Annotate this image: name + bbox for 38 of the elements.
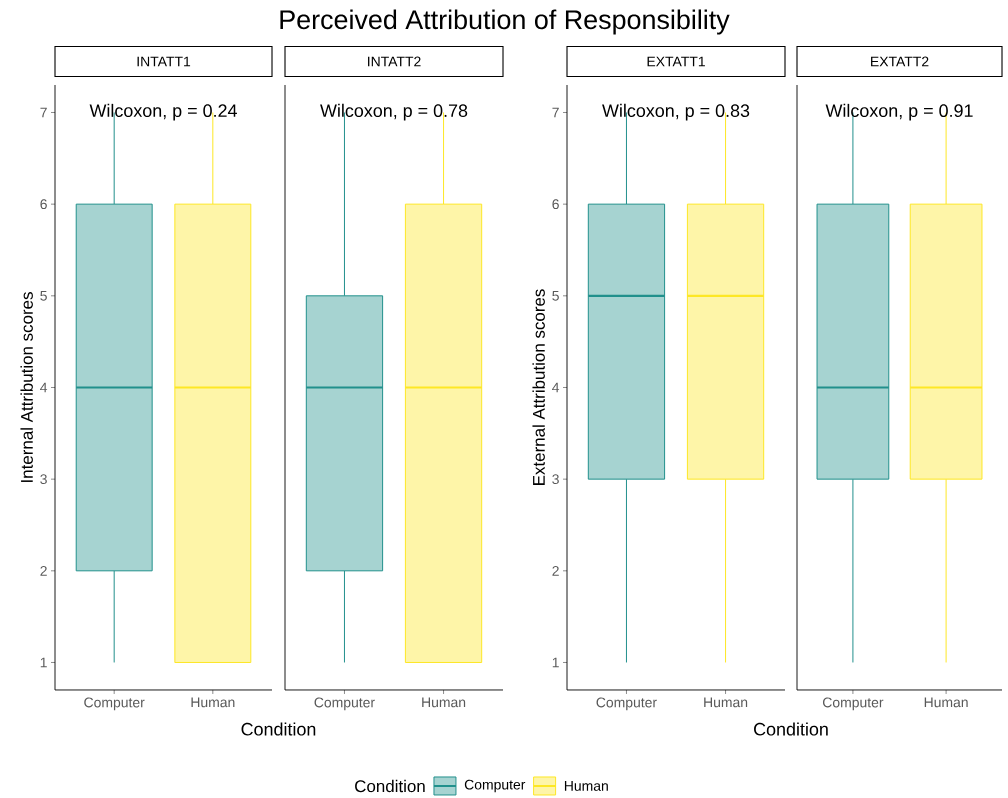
y-tick-label: 6: [40, 199, 47, 210]
y-tick-label: 7: [552, 107, 559, 118]
chart-title: INTATT2: [368, 56, 421, 67]
legend-label: Human: [564, 781, 608, 791]
y-tick-label: 6: [552, 199, 559, 210]
y-tick-label: 2: [552, 565, 559, 576]
annotation: Wilcoxon, p = 0.83: [602, 103, 750, 121]
x-tick-label: Human: [422, 697, 466, 708]
x-tick-label: Computer: [314, 697, 375, 711]
y-tick-label: 5: [552, 290, 559, 301]
x-tick-label: Computer: [84, 697, 145, 711]
chart-title: EXTATT1: [647, 56, 705, 67]
annotation: Wilcoxon, p = 0.91: [825, 103, 973, 121]
y-tick-label: 4: [40, 382, 48, 393]
x-tick-label: Computer: [823, 697, 884, 711]
annotation: Wilcoxon, p = 0.78: [320, 103, 468, 121]
y-axis-title: External Attribution scores: [532, 289, 545, 485]
y-tick-label: 1: [552, 657, 559, 668]
y-tick-label: 3: [552, 474, 559, 485]
x-tick-label: Computer: [596, 697, 657, 711]
x-tick-label: Human: [924, 697, 968, 708]
chart-title: INTATT1: [137, 56, 191, 67]
y-tick-label: 1: [40, 657, 47, 668]
x-tick-label: Human: [191, 697, 235, 708]
y-tick-label: 3: [40, 474, 47, 485]
legend-title: Condition: [355, 779, 425, 793]
y-tick-label: 7: [40, 107, 47, 118]
x-tick-label: Human: [704, 697, 748, 708]
y-tick-label: 4: [552, 382, 560, 393]
text: Perceived Attribution of Responsibility: [280, 9, 730, 35]
annotation: Wilcoxon, p = 0.24: [89, 103, 237, 121]
chart-title: EXTATT2: [871, 56, 929, 67]
y-tick-label: 5: [40, 290, 47, 301]
legend-label: Computer: [464, 779, 526, 793]
x-axis-title: Condition: [241, 722, 316, 736]
y-tick-label: 2: [40, 565, 47, 576]
x-axis-title: Condition: [754, 722, 828, 736]
y-axis-title: Internal Attribution scores: [20, 292, 33, 482]
